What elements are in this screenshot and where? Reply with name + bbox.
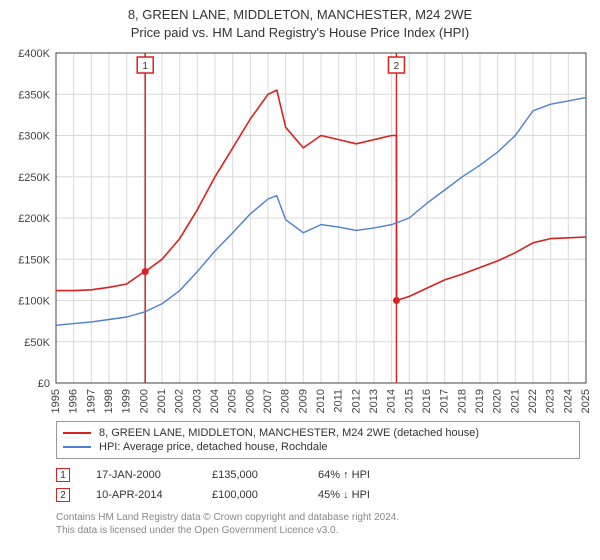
- legend-item: 8, GREEN LANE, MIDDLETON, MANCHESTER, M2…: [63, 426, 573, 440]
- svg-text:2001: 2001: [156, 389, 168, 413]
- sale-price: £100,000: [212, 489, 292, 501]
- legend-label: 8, GREEN LANE, MIDDLETON, MANCHESTER, M2…: [99, 427, 479, 439]
- svg-text:2: 2: [394, 61, 400, 72]
- svg-text:£50K: £50K: [24, 337, 50, 349]
- sales-list: 1 17-JAN-2000 £135,000 64% ↑ HPI 2 10-APR-201…: [56, 465, 580, 505]
- svg-text:2012: 2012: [350, 389, 362, 413]
- legend-label: HPI: Average price, detached house, Roch…: [99, 441, 328, 453]
- svg-text:£400K: £400K: [18, 48, 50, 60]
- sale-marker: 2: [56, 488, 70, 502]
- legend: 8, GREEN LANE, MIDDLETON, MANCHESTER, M2…: [56, 421, 580, 459]
- chart-container: 8, GREEN LANE, MIDDLETON, MANCHESTER, M2…: [0, 0, 600, 560]
- legend-swatch: [63, 446, 91, 448]
- svg-text:2024: 2024: [562, 389, 574, 413]
- svg-text:2007: 2007: [262, 389, 274, 413]
- title-subtitle: Price paid vs. HM Land Registry's House …: [10, 24, 590, 42]
- svg-text:2020: 2020: [492, 389, 504, 413]
- footer-attribution: Contains HM Land Registry data © Crown c…: [56, 511, 580, 537]
- svg-text:2010: 2010: [315, 389, 327, 413]
- svg-text:2011: 2011: [333, 389, 345, 413]
- svg-text:£200K: £200K: [18, 213, 50, 225]
- svg-text:£300K: £300K: [18, 131, 50, 143]
- svg-text:1995: 1995: [50, 389, 62, 413]
- sale-date: 17-JAN-2000: [96, 469, 186, 481]
- svg-text:1996: 1996: [68, 389, 80, 413]
- svg-text:£150K: £150K: [18, 254, 50, 266]
- svg-text:2008: 2008: [280, 389, 292, 413]
- svg-text:2009: 2009: [297, 389, 309, 413]
- sale-hpi: 64% ↑ HPI: [318, 469, 408, 481]
- svg-text:1997: 1997: [85, 389, 97, 413]
- plot-area: £0 £50K £100K £150K £200K £250K £300K £350K £400…: [10, 45, 590, 415]
- svg-text:2004: 2004: [209, 389, 221, 413]
- svg-text:2003: 2003: [191, 389, 203, 413]
- sale-date: 10-APR-2014: [96, 489, 186, 501]
- svg-text:1: 1: [142, 61, 148, 72]
- legend-swatch: [63, 432, 91, 434]
- footer-line-1: Contains HM Land Registry data © Crown c…: [56, 511, 580, 524]
- sale-marker: 1: [56, 468, 70, 482]
- svg-text:1999: 1999: [121, 389, 133, 413]
- sale-row: 2 10-APR-2014 £100,000 45% ↓ HPI: [56, 485, 580, 505]
- svg-text:2002: 2002: [174, 389, 186, 413]
- svg-text:2021: 2021: [509, 389, 521, 413]
- svg-text:2022: 2022: [527, 389, 539, 413]
- title-address: 8, GREEN LANE, MIDDLETON, MANCHESTER, M2…: [10, 6, 590, 24]
- sale-row: 1 17-JAN-2000 £135,000 64% ↑ HPI: [56, 465, 580, 485]
- legend-item: HPI: Average price, detached house, Roch…: [63, 440, 573, 454]
- sale-hpi: 45% ↓ HPI: [318, 489, 408, 501]
- svg-text:2018: 2018: [456, 389, 468, 413]
- svg-text:£350K: £350K: [18, 89, 50, 101]
- svg-text:2005: 2005: [227, 389, 239, 413]
- svg-text:1998: 1998: [103, 389, 115, 413]
- svg-text:2015: 2015: [403, 389, 415, 413]
- line-chart-svg: £0 £50K £100K £150K £200K £250K £300K £350K £400…: [10, 45, 590, 415]
- footer-line-2: This data is licensed under the Open Gov…: [56, 524, 580, 537]
- svg-text:£250K: £250K: [18, 172, 50, 184]
- sale-price: £135,000: [212, 469, 292, 481]
- svg-text:2000: 2000: [138, 389, 150, 413]
- svg-text:2014: 2014: [386, 389, 398, 413]
- chart-title: 8, GREEN LANE, MIDDLETON, MANCHESTER, M2…: [10, 6, 590, 41]
- svg-text:2019: 2019: [474, 389, 486, 413]
- svg-text:2013: 2013: [368, 389, 380, 413]
- svg-text:2016: 2016: [421, 389, 433, 413]
- svg-text:2017: 2017: [439, 389, 451, 413]
- svg-text:2006: 2006: [244, 389, 256, 413]
- svg-text:2023: 2023: [545, 389, 557, 413]
- svg-text:£0: £0: [38, 378, 50, 390]
- svg-text:2025: 2025: [580, 389, 590, 413]
- svg-text:£100K: £100K: [18, 296, 50, 308]
